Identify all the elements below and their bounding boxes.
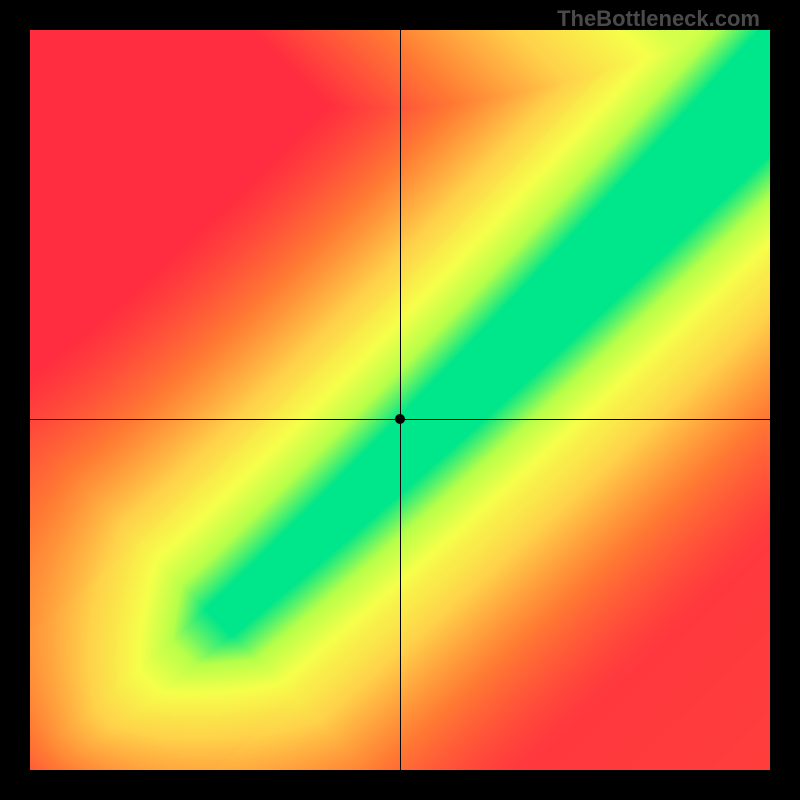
crosshair-vertical	[400, 30, 401, 770]
heatmap-plot	[30, 30, 770, 770]
watermark-text: TheBottleneck.com	[557, 6, 760, 32]
crosshair-marker	[395, 414, 405, 424]
